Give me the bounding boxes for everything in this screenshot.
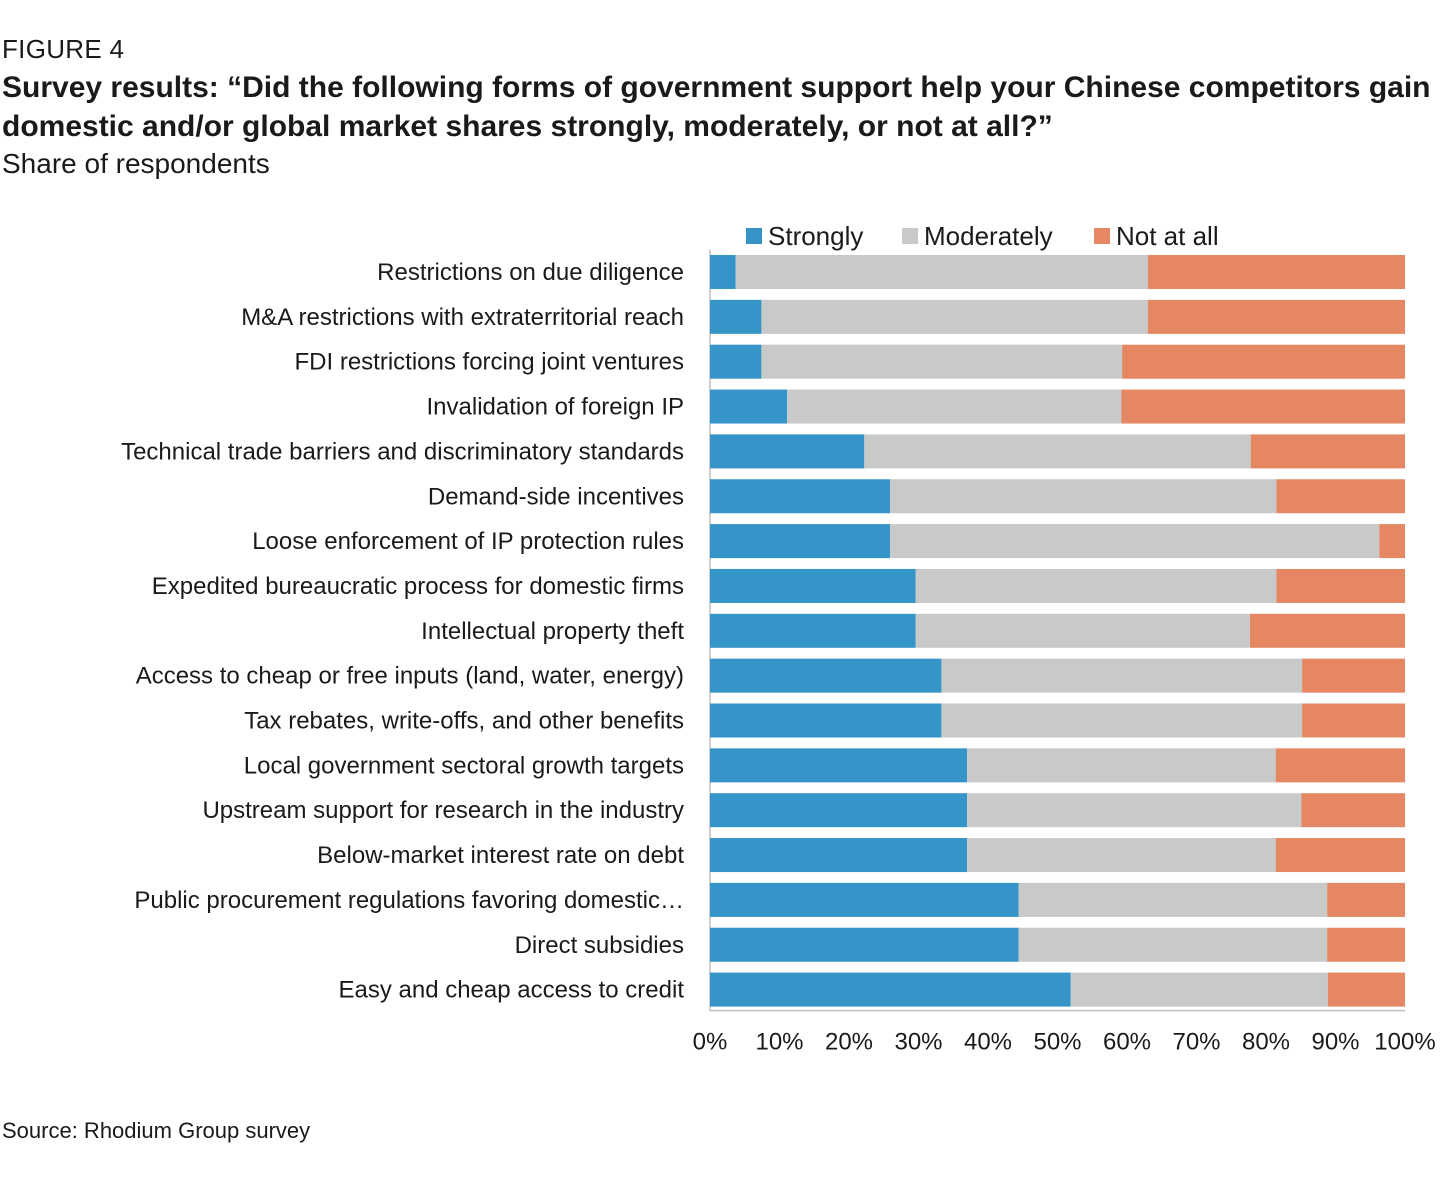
bar-not-at-all-technical-trade-barriers-and-discriminatory-standards: [1250, 434, 1405, 469]
bar-moderately-restrictions-on-due-diligence: [735, 255, 1148, 289]
legend-label-strongly: Strongly: [768, 221, 863, 251]
bar-strongly-public-procurement-regulations-favoring-domestic: [710, 882, 1019, 917]
category-label: Expedited bureaucratic process for domes…: [152, 573, 684, 600]
x-tick-label: 20%: [825, 1029, 873, 1056]
bar-strongly-restrictions-on-due-diligence: [710, 255, 736, 289]
bar-strongly-easy-and-cheap-access-to-credit: [710, 972, 1071, 1007]
category-label: Demand-side incentives: [428, 483, 684, 510]
bar-not-at-all-access-to-cheap-or-free-inputs-land-water-energy: [1302, 658, 1405, 693]
bar-strongly-m-a-restrictions-with-extraterritorial-reach: [710, 299, 762, 334]
bar-moderately-public-procurement-regulations-favoring-domestic: [1018, 882, 1328, 917]
category-label: Invalidation of foreign IP: [427, 394, 685, 421]
bar-not-at-all-tax-rebates-write-offs-and-other-benefits: [1302, 703, 1405, 738]
bar-moderately-access-to-cheap-or-free-inputs-land-water-energy: [941, 658, 1303, 693]
bar-moderately-technical-trade-barriers-and-discriminatory-standards: [864, 434, 1251, 469]
bar-not-at-all-direct-subsidies: [1327, 927, 1405, 962]
category-label: Intellectual property theft: [421, 618, 684, 645]
bar-moderately-below-market-interest-rate-on-debt: [967, 838, 1276, 873]
bar-not-at-all-fdi-restrictions-forcing-joint-ventures: [1122, 344, 1405, 379]
bar-moderately-upstream-support-for-research-in-the-industry: [967, 793, 1302, 828]
bar-strongly-fdi-restrictions-forcing-joint-ventures: [710, 344, 762, 379]
stacked-bar-chart: Restrictions on due diligence M&A restri…: [121, 221, 1436, 1056]
bar-not-at-all-upstream-support-for-research-in-the-industry: [1301, 793, 1405, 828]
category-label: Upstream support for research in the ind…: [202, 797, 684, 824]
bar-strongly-loose-enforcement-of-ip-protection-rules: [710, 524, 890, 559]
bar-moderately-fdi-restrictions-forcing-joint-ventures: [761, 344, 1123, 379]
bar-not-at-all-m-a-restrictions-with-extraterritorial-reach: [1147, 299, 1405, 334]
bar-moderately-tax-rebates-write-offs-and-other-benefits: [941, 703, 1303, 738]
x-tick-label: 10%: [755, 1029, 803, 1056]
bar-strongly-direct-subsidies: [710, 927, 1019, 962]
category-label: Tax rebates, write-offs, and other benef…: [244, 708, 684, 735]
category-label: Technical trade barriers and discriminat…: [121, 438, 684, 465]
bar-strongly-below-market-interest-rate-on-debt: [710, 838, 968, 873]
bar-not-at-all-restrictions-on-due-diligence: [1147, 255, 1405, 289]
category-label: Restrictions on due diligence: [377, 259, 684, 286]
x-tick-label: 50%: [1033, 1029, 1081, 1056]
bar-strongly-local-government-sectoral-growth-targets: [710, 748, 968, 783]
x-tick-label: 30%: [894, 1029, 942, 1056]
bar-strongly-tax-rebates-write-offs-and-other-benefits: [710, 703, 942, 738]
bar-moderately-intellectual-property-theft: [915, 613, 1251, 648]
bar-moderately-direct-subsidies: [1018, 927, 1328, 962]
category-label: M&A restrictions with extraterritorial r…: [241, 304, 684, 331]
bar-strongly-upstream-support-for-research-in-the-industry: [710, 793, 968, 828]
category-label: Loose enforcement of IP protection rules: [252, 528, 684, 555]
x-tick-label: 60%: [1103, 1029, 1151, 1056]
bar-moderately-loose-enforcement-of-ip-protection-rules: [890, 524, 1380, 559]
category-label: Direct subsidies: [515, 932, 684, 959]
bar-not-at-all-easy-and-cheap-access-to-credit: [1327, 972, 1405, 1007]
source-note: Source: Rhodium Group survey: [2, 1118, 311, 1143]
legend-swatch-moderately: [902, 228, 918, 244]
chart-title: Survey results: “Did the following forms…: [2, 71, 1431, 143]
bar-strongly-intellectual-property-theft: [710, 613, 916, 648]
bar-moderately-local-government-sectoral-growth-targets: [967, 748, 1276, 783]
bar-not-at-all-intellectual-property-theft: [1250, 613, 1405, 648]
x-tick-label: 90%: [1311, 1029, 1359, 1056]
category-label: Public procurement regulations favoring …: [134, 887, 684, 914]
legend-swatch-strongly: [746, 228, 762, 244]
bar-moderately-demand-side-incentives: [890, 479, 1277, 514]
bar-not-at-all-expedited-bureaucratic-process-for-domestic-firms: [1276, 568, 1405, 603]
legend-swatch-not-at-all: [1094, 228, 1110, 244]
bar-strongly-invalidation-of-foreign-ip: [710, 389, 788, 424]
bar-not-at-all-loose-enforcement-of-ip-protection-rules: [1379, 524, 1405, 559]
bar-not-at-all-below-market-interest-rate-on-debt: [1275, 838, 1405, 873]
bar-not-at-all-public-procurement-regulations-favoring-domestic: [1327, 882, 1405, 917]
x-tick-label: 100%: [1374, 1029, 1435, 1056]
bar-moderately-m-a-restrictions-with-extraterritorial-reach: [761, 299, 1148, 334]
category-label: FDI restrictions forcing joint ventures: [295, 349, 684, 376]
bar-not-at-all-local-government-sectoral-growth-targets: [1275, 748, 1405, 783]
x-tick-label: 70%: [1172, 1029, 1220, 1056]
bar-moderately-invalidation-of-foreign-ip: [787, 389, 1122, 424]
chart-subtitle: Share of respondents: [2, 148, 270, 179]
bar-not-at-all-demand-side-incentives: [1276, 479, 1405, 514]
legend-label-moderately: Moderately: [924, 221, 1053, 251]
bar-strongly-access-to-cheap-or-free-inputs-land-water-energy: [710, 658, 942, 693]
category-label: Access to cheap or free inputs (land, wa…: [136, 663, 684, 690]
bar-moderately-easy-and-cheap-access-to-credit: [1070, 972, 1328, 1007]
category-label: Easy and cheap access to credit: [338, 977, 684, 1004]
bar-not-at-all-invalidation-of-foreign-ip: [1121, 389, 1405, 424]
bar-strongly-demand-side-incentives: [710, 479, 890, 514]
bar-strongly-expedited-bureaucratic-process-for-domestic-firms: [710, 568, 916, 603]
category-label: Below-market interest rate on debt: [317, 842, 684, 869]
figure-label: FIGURE 4: [2, 34, 125, 64]
category-label: Local government sectoral growth targets: [244, 752, 684, 779]
x-tick-label: 80%: [1242, 1029, 1290, 1056]
x-tick-label: 40%: [964, 1029, 1012, 1056]
legend-label-not-at-all: Not at all: [1116, 221, 1219, 251]
bar-strongly-technical-trade-barriers-and-discriminatory-standards: [710, 434, 865, 469]
bar-moderately-expedited-bureaucratic-process-for-domestic-firms: [915, 568, 1277, 603]
x-tick-label: 0%: [693, 1029, 728, 1056]
